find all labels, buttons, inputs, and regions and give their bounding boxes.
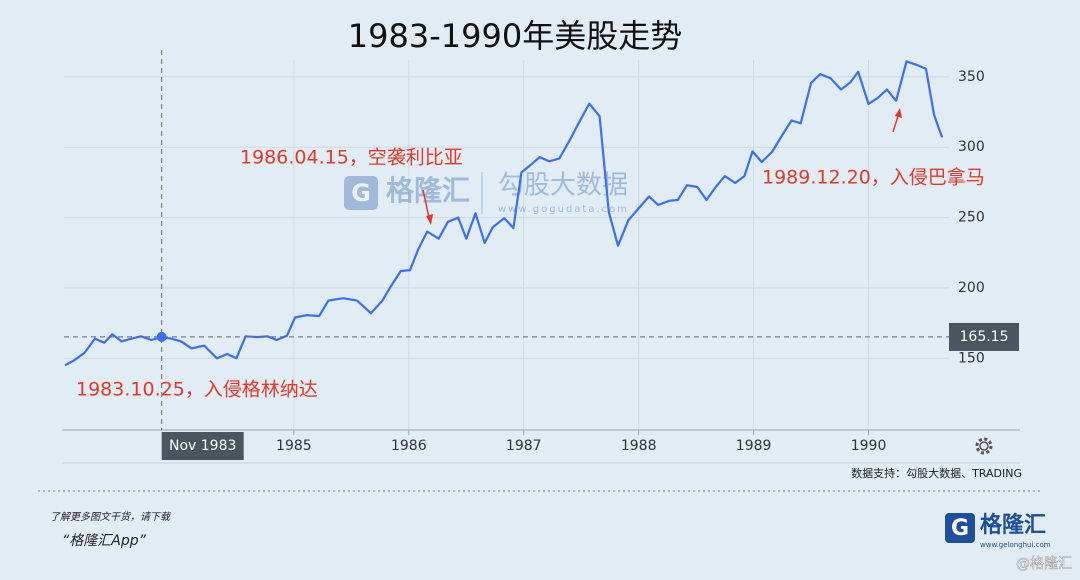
x-tick-label: 1985 [276, 438, 312, 454]
gear-teeth [975, 437, 993, 455]
gear-core [979, 441, 989, 451]
logo-url: www.gelonghui.com [980, 541, 1051, 549]
crosshair-point [156, 331, 167, 342]
source: 数据支持：勾股大数据、TRADING [851, 466, 1022, 480]
footer-text: 了解更多图文干货，请下载 [50, 511, 172, 523]
settings-icon[interactable] [975, 437, 993, 455]
y-tick-label: 200 [958, 280, 985, 296]
annotation-arrowhead [895, 108, 902, 118]
y-tick-label: 150 [958, 350, 985, 366]
chart-title: 1983-1990年美股走势 [348, 17, 682, 55]
logo-box [945, 513, 975, 543]
annotation-arrowhead [426, 214, 433, 225]
crosshair-x-label: Nov 1983 [169, 438, 236, 454]
watermark-brand: 格隆汇 [386, 174, 470, 207]
logo-text: 格隆汇 [980, 512, 1046, 538]
watermark-url: www.gogudata.com [498, 204, 629, 215]
annotation: 1986.04.15，空袭利比亚 [240, 147, 463, 169]
annotation: 1983.10.25，入侵格林纳达 [76, 379, 318, 401]
crosshair-y-label: 165.15 [960, 329, 1009, 345]
y-tick-label: 350 [958, 69, 985, 85]
crosshair-y-box [949, 322, 1019, 351]
footer-app: “格隆汇App” [62, 533, 147, 549]
price-line [64, 60, 944, 367]
watermark-logo-letter: G [351, 179, 371, 207]
x-tick-label: 1987 [506, 438, 542, 454]
annotation: 1989.12.20，入侵巴拿马 [762, 166, 985, 189]
x-tick-label: 1988 [621, 438, 657, 454]
watermark-logo [344, 176, 378, 210]
logo-letter: G [951, 516, 969, 541]
y-tick-label: 300 [958, 139, 985, 155]
x-tick-label: 1989 [736, 438, 772, 454]
crosshair-x-box [161, 432, 244, 460]
x-tick-label: 1986 [391, 438, 427, 454]
x-tick-label: 1990 [851, 438, 887, 454]
y-tick-label: 250 [958, 210, 985, 226]
footer-logo: G 格隆汇 www.gelonghui.com [945, 512, 1051, 549]
corner-watermark: @格隆汇 [1016, 556, 1072, 572]
